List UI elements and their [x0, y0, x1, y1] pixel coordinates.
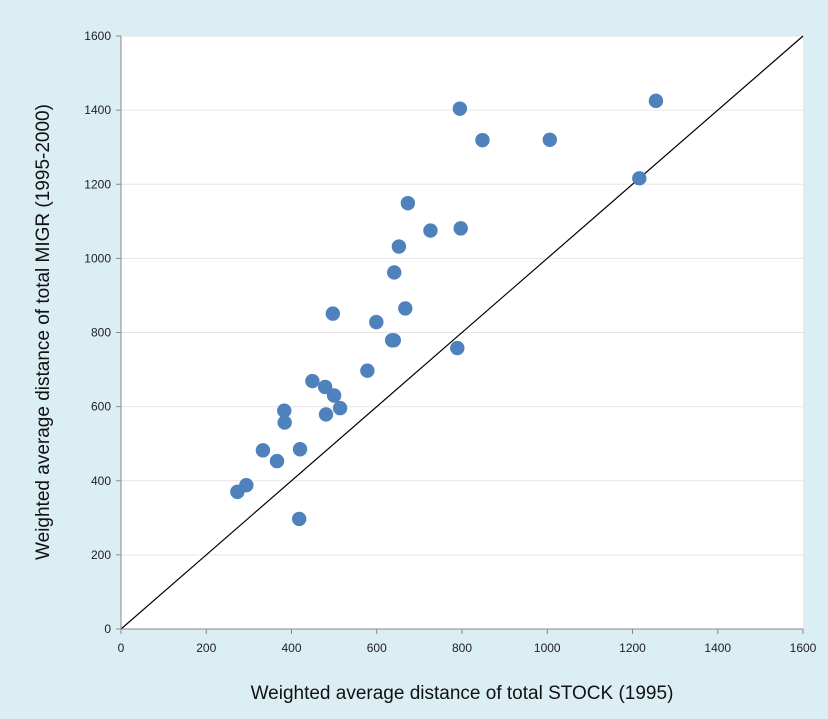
- data-point: [332, 400, 348, 416]
- data-point: [398, 301, 413, 316]
- data-point: [291, 511, 307, 527]
- data-point: [648, 93, 664, 109]
- reference-line-group: [120, 35, 804, 630]
- y-tick-label: 1600: [84, 29, 111, 43]
- y-tick-label: 1400: [84, 103, 111, 117]
- y-tick-label: 1000: [84, 251, 111, 265]
- x-tick-label: 1000: [534, 641, 561, 655]
- x-tick-label: 400: [281, 641, 301, 655]
- data-point: [255, 443, 271, 458]
- y-tick-label: 0: [104, 622, 111, 636]
- x-tick-label: 600: [367, 641, 387, 655]
- data-point: [452, 101, 468, 116]
- x-tick-label: 200: [196, 641, 216, 655]
- data-point: [453, 221, 468, 236]
- y-tick-label: 200: [91, 548, 111, 562]
- data-point: [423, 223, 438, 238]
- x-tick-label: 800: [452, 641, 472, 655]
- x-axis-title: Weighted average distance of total STOCK…: [251, 683, 674, 704]
- data-point: [369, 314, 384, 330]
- data-point: [239, 477, 254, 493]
- x-tick-label: 0: [118, 641, 125, 655]
- data-point: [326, 388, 342, 403]
- data-point: [360, 363, 375, 378]
- y-tick-label: 600: [91, 400, 111, 414]
- data-point: [475, 132, 490, 148]
- y-axis-ticks: 0 200 400 600 800 1000 1200 1400 1600: [84, 29, 121, 636]
- data-point: [450, 340, 465, 356]
- data-point: [305, 373, 320, 389]
- data-point: [391, 239, 407, 254]
- x-tick-label: 1400: [704, 641, 731, 655]
- x-tick-label: 1600: [790, 641, 817, 655]
- y-tick-label: 400: [91, 474, 111, 488]
- y-axis-title: Weighted average distance of total MIGR …: [33, 104, 54, 560]
- data-point: [387, 265, 402, 280]
- y-tick-label: 1200: [84, 177, 111, 191]
- data-point: [317, 379, 333, 395]
- data-point: [542, 132, 558, 147]
- data-point: [325, 306, 341, 321]
- data-point: [318, 407, 334, 422]
- data-point: [292, 442, 308, 457]
- x-tick-label: 1200: [619, 641, 646, 655]
- data-point: [400, 195, 416, 211]
- data-point: [632, 171, 647, 186]
- data-point: [277, 415, 292, 430]
- x-axis-ticks: 0 200 400 600 800 1000 1200 1400 1600: [118, 629, 817, 655]
- data-point: [386, 333, 401, 348]
- y-tick-label: 800: [91, 326, 111, 340]
- gridlines: [121, 35, 803, 556]
- data-point: [277, 403, 292, 418]
- reference-line: [120, 35, 804, 630]
- data-points: [230, 93, 664, 527]
- data-point: [269, 453, 285, 469]
